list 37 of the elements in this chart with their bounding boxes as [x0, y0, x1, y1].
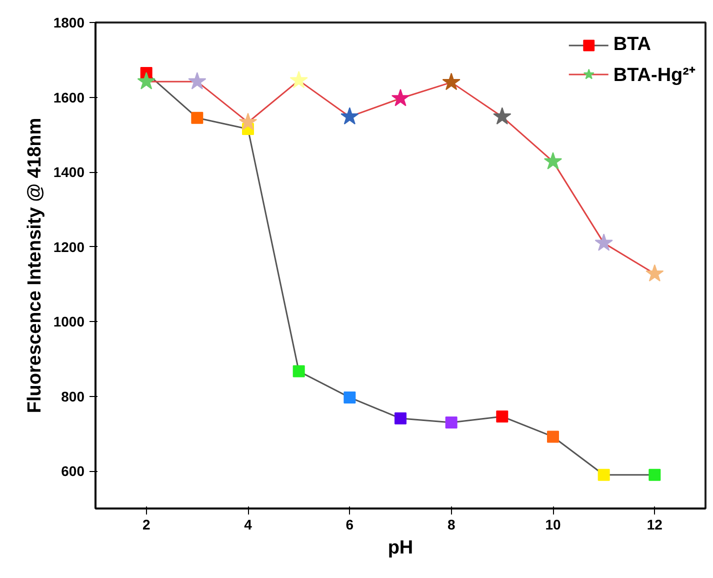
y-tick-label: 800 — [61, 388, 85, 404]
y-tick-label: 1000 — [53, 314, 85, 330]
point — [445, 416, 458, 429]
y-tick-label: 600 — [61, 463, 85, 480]
x-axis-title: pH — [388, 538, 414, 558]
point — [188, 72, 206, 90]
y-axis-title: Fluorescence Intensity @ 418nm — [24, 118, 46, 414]
y-tick-label: 1400 — [53, 164, 85, 180]
point — [493, 107, 512, 124]
point — [394, 412, 406, 424]
y-tick-label: 1200 — [53, 238, 85, 255]
y-tick-label: 1600 — [53, 89, 85, 106]
x-tick-label: 10 — [545, 516, 561, 532]
point — [598, 468, 610, 481]
point — [137, 72, 156, 90]
point — [344, 391, 356, 404]
point — [292, 365, 305, 378]
point — [442, 72, 460, 90]
point — [648, 468, 661, 481]
x-tick-label: 6 — [346, 516, 354, 532]
point — [290, 70, 308, 88]
point — [594, 234, 613, 251]
point — [391, 88, 410, 106]
legend-label: BTA-Hg²⁺ — [613, 64, 695, 87]
point — [191, 112, 204, 124]
point — [340, 107, 359, 124]
point — [646, 264, 664, 282]
point — [544, 152, 562, 170]
point — [238, 112, 258, 130]
x-tick-label: 2 — [142, 516, 150, 532]
point — [496, 410, 508, 423]
y-tick-label: 1800 — [53, 14, 85, 30]
x-tick-label: 4 — [244, 516, 252, 532]
point — [547, 430, 559, 443]
x-tick-label: 12 — [646, 516, 663, 532]
x-tick-label: 8 — [447, 516, 456, 532]
legend-label: BTA — [613, 34, 652, 56]
